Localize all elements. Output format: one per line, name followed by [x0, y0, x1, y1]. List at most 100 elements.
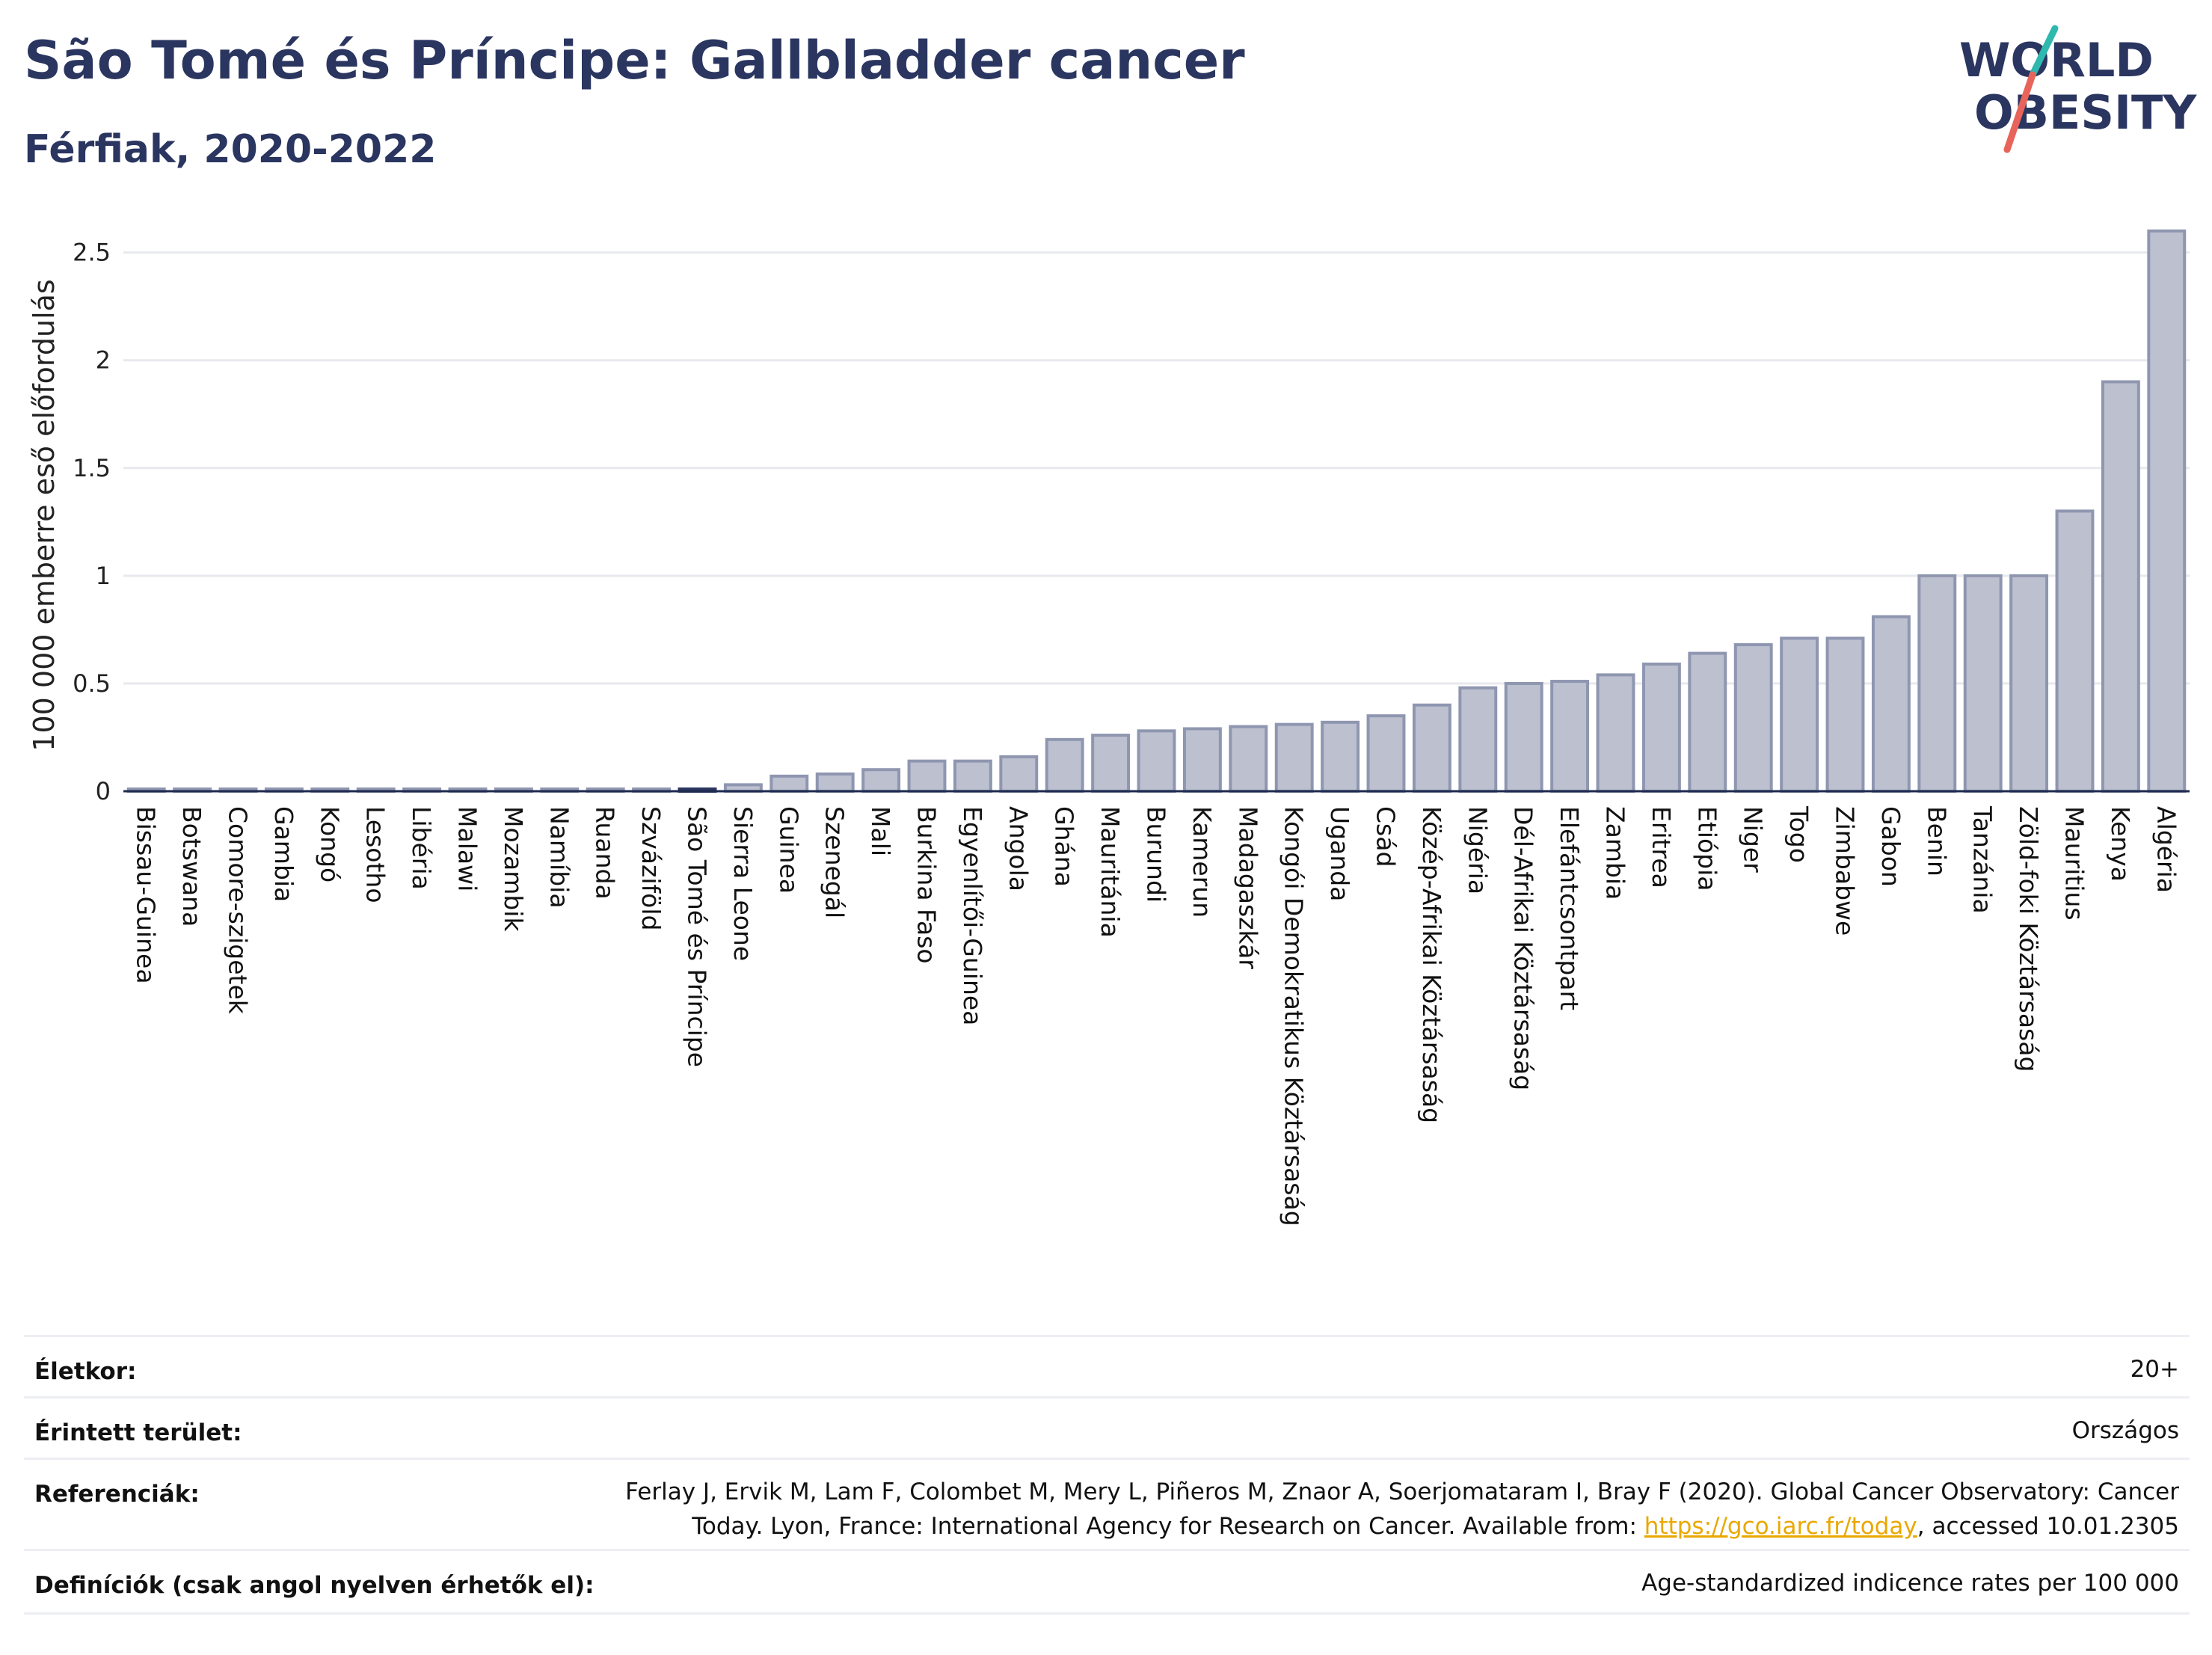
x-tick-label: Malawi: [453, 806, 482, 891]
x-tick-label: Mauritius: [2060, 806, 2089, 921]
x-tick-label: Madagaszkár: [1233, 806, 1262, 969]
age-value: 20+: [2130, 1356, 2179, 1383]
bar: [1917, 574, 1957, 793]
bar: [1963, 574, 2003, 793]
definitions-label: Definíciók (csak angol nyelven érhetők e…: [34, 1572, 595, 1599]
x-tick-label: Sierra Leone: [728, 806, 758, 961]
x-tick-label: Csád: [1371, 806, 1401, 867]
x-tick-label: Tanzánia: [1968, 805, 1997, 914]
page-title: São Tomé és Príncipe: Gallbladder cancer: [24, 30, 1245, 91]
bar: [1688, 651, 1727, 793]
x-tick-label: Szváziföld: [636, 806, 666, 930]
x-tick-label: Kenya: [2106, 806, 2135, 882]
bar: [1825, 636, 1865, 793]
bar: [907, 759, 947, 793]
x-tick-label: Kongó: [315, 806, 344, 882]
bar: [2147, 229, 2187, 793]
bar: [999, 755, 1039, 793]
x-tick-label: Guinea: [774, 806, 803, 894]
x-tick-label: Uganda: [1325, 806, 1354, 901]
x-tick-label: Közép-Afrikai Köztársaság: [1417, 806, 1446, 1123]
x-tick-label: Niger: [1739, 806, 1768, 873]
bar: [1274, 722, 1314, 793]
bar: [1550, 680, 1590, 793]
world-obesity-logo: WORLD OBESITY: [1959, 25, 2197, 153]
x-tick-label: Dél-Afrikai Köztársaság: [1509, 806, 1538, 1090]
bar: [1182, 727, 1222, 793]
bar: [815, 772, 855, 793]
bar: [1229, 725, 1268, 793]
bar: [1366, 714, 1406, 793]
x-tick-label: Ruanda: [591, 806, 620, 900]
reference-link[interactable]: https://gco.iarc.fr/today: [1644, 1513, 1917, 1540]
page-subtitle: Férfiak, 2020-2022: [24, 127, 437, 172]
x-tick-label: Nigéria: [1463, 806, 1492, 894]
y-tick-label: 1.5: [73, 454, 111, 482]
bar: [1321, 720, 1360, 793]
x-tick-label: Namíbia: [544, 806, 574, 909]
bar: [861, 768, 901, 793]
bar: [1091, 734, 1131, 793]
x-tick-label: Gabon: [1876, 806, 1905, 887]
y-tick-label: 0.5: [73, 669, 111, 698]
bar: [1045, 737, 1084, 793]
x-tick-label: São Tomé és Príncipe: [683, 806, 712, 1067]
x-tick-label: Mauritánia: [1096, 806, 1125, 938]
y-tick-label: 2: [96, 346, 111, 375]
bar: [1458, 686, 1498, 793]
bar: [1137, 729, 1176, 793]
x-tick-label: Mozambik: [499, 806, 528, 932]
info-row-references: Referenciák: Ferlay J, Ervik M, Lam F, C…: [24, 1458, 2190, 1551]
x-tick-label: Libéria: [407, 806, 436, 890]
logo-text-world: WORLD: [1959, 33, 2154, 87]
x-tick-label: Algéria: [2151, 806, 2181, 893]
age-label: Életkor:: [34, 1358, 137, 1385]
definitions-value: Age-standardized indicence rates per 100…: [1641, 1570, 2179, 1597]
x-tick-label: Eritrea: [1647, 806, 1676, 888]
x-tick-label: Mali: [866, 806, 895, 856]
x-tick-label: Bissau-Guinea: [132, 806, 161, 984]
bar: [1596, 673, 1635, 793]
area-label: Érintett terület:: [34, 1419, 242, 1446]
bar-chart: 0 0.5 1 1.5 2 2.5 100 000 emberre eső előfordu…: [28, 229, 2190, 1226]
info-row-age: Életkor: 20+: [24, 1335, 2190, 1398]
references-line-1: Ferlay J, Ervik M, Lam F, Colombet M, Me…: [625, 1479, 2179, 1505]
x-tick-label: Egyenlítői-Guinea: [958, 806, 987, 1025]
x-tick-label: Zambia: [1601, 806, 1630, 900]
x-tick-label: Benin: [1922, 806, 1951, 876]
y-tick-label: 0: [96, 777, 111, 805]
x-tick-label: Gambia: [269, 806, 298, 902]
x-tick-label: Togo: [1784, 805, 1813, 863]
info-row-area: Érintett terület: Országos: [24, 1396, 2190, 1460]
bar: [1733, 643, 1773, 793]
x-tick-label: Etiópia: [1692, 806, 1721, 891]
bar: [2055, 509, 2095, 793]
x-tick-label: Zimbabwe: [1831, 806, 1860, 936]
x-tick-label: Burkina Faso: [912, 806, 941, 964]
references-label: Referenciák:: [34, 1481, 200, 1508]
bar: [1504, 681, 1543, 793]
info-row-definitions: Definíciók (csak angol nyelven érhetők e…: [24, 1549, 2190, 1615]
references-value: Ferlay J, Ervik M, Lam F, Colombet M, Me…: [625, 1475, 2179, 1544]
area-value: Országos: [2071, 1417, 2179, 1444]
x-tick-label: Angola: [1004, 806, 1033, 891]
x-tick-label: Ghána: [1050, 806, 1079, 887]
bar: [2101, 380, 2140, 793]
bar: [1871, 615, 1911, 793]
x-tick-label: Lesotho: [361, 806, 390, 903]
bar: [1641, 662, 1681, 793]
x-tick-label: Elefántcsontpart: [1555, 806, 1584, 1010]
y-axis-label: 100 000 emberre eső előfordulás: [28, 279, 61, 751]
x-tick-label: Zöld-foki Köztársaság: [2014, 806, 2043, 1072]
bar: [1412, 703, 1451, 793]
y-tick-label: 1: [96, 562, 111, 590]
bar: [953, 759, 992, 793]
bar: [1780, 636, 1819, 793]
x-tick-label: Botswana: [177, 806, 206, 927]
x-tick-label: Szenegál: [820, 806, 850, 918]
references-line-2: Today. Lyon, France: International Agenc…: [692, 1513, 2179, 1540]
x-tick-label: Burundi: [1142, 806, 1171, 903]
bar: [2009, 574, 2049, 793]
bar: [769, 774, 809, 793]
x-tick-label: Kongói Demokratikus Köztársaság: [1279, 806, 1309, 1226]
